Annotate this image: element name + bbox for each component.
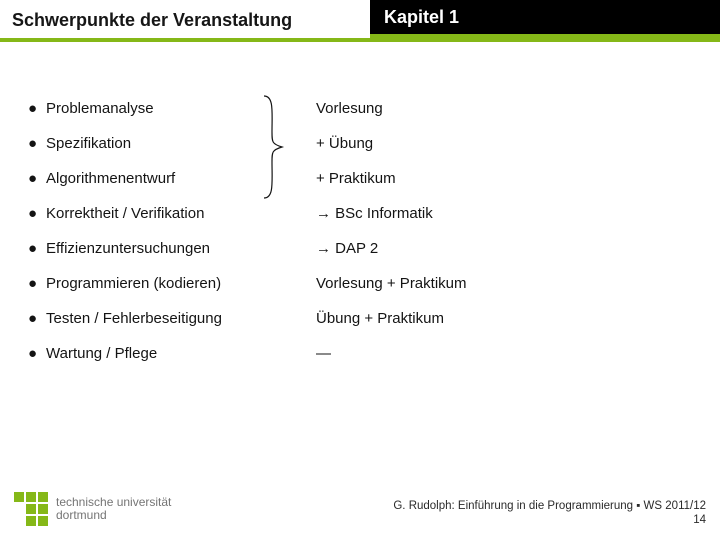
topic-text: Programmieren (kodieren): [46, 275, 316, 292]
note-text: → BSc Informatik: [316, 205, 692, 222]
list-item: ● Algorithmenentwurf + Praktikum: [28, 170, 692, 187]
note-text: → DAP 2: [316, 240, 692, 257]
tu-logo-icon: [14, 492, 48, 526]
footer-credit: G. Rudolph: Einführung in die Programmie…: [393, 500, 706, 526]
bullet-icon: ●: [28, 135, 46, 152]
bullet-icon: ●: [28, 100, 46, 117]
note-text: Übung + Praktikum: [316, 310, 692, 327]
list-item: ● Programmieren (kodieren) Vorlesung + P…: [28, 275, 692, 292]
slide-header: Schwerpunkte der Veranstaltung Kapitel 1: [0, 0, 720, 38]
topic-text: Algorithmenentwurf: [46, 170, 316, 187]
credit-prefix: G. Rudolph: Einführung in die Programmie…: [393, 500, 636, 512]
note-text: Vorlesung: [316, 100, 692, 117]
topic-text: Wartung / Pflege: [46, 345, 316, 362]
topic-text: Problemanalyse: [46, 100, 316, 117]
note-text: + Übung: [316, 135, 692, 152]
topic-text: Spezifikation: [46, 135, 316, 152]
header-underline: [0, 38, 720, 42]
credit-suffix: WS 2011/12: [640, 500, 706, 512]
bullet-icon: ●: [28, 240, 46, 257]
footer-logo: technische universität dortmund: [14, 492, 171, 526]
list-item: ● Effizienzuntersuchungen → DAP 2: [28, 240, 692, 257]
topic-text: Korrektheit / Verifikation: [46, 205, 316, 222]
university-name: technische universität dortmund: [56, 496, 171, 522]
bullet-icon: ●: [28, 205, 46, 222]
list-item: ● Wartung / Pflege —: [28, 345, 692, 362]
university-line2: dortmund: [56, 509, 171, 522]
topic-text: Testen / Fehlerbeseitigung: [46, 310, 316, 327]
list-item: ● Spezifikation + Übung: [28, 135, 692, 152]
note-text: Vorlesung + Praktikum: [316, 275, 692, 292]
topic-text: Effizienzuntersuchungen: [46, 240, 316, 257]
list-item: ● Korrektheit / Verifikation → BSc Infor…: [28, 205, 692, 222]
bullet-icon: ●: [28, 170, 46, 187]
note-text: —: [316, 345, 692, 362]
note-text: + Praktikum: [316, 170, 692, 187]
content-list: ● Problemanalyse Vorlesung ● Spezifikati…: [28, 100, 692, 380]
bullet-icon: ●: [28, 275, 46, 292]
slide-title: Schwerpunkte der Veranstaltung: [0, 3, 370, 38]
bullet-icon: ●: [28, 345, 46, 362]
slide-number: 14: [393, 514, 706, 526]
list-item: ● Problemanalyse Vorlesung: [28, 100, 692, 117]
bullet-icon: ●: [28, 310, 46, 327]
chapter-label: Kapitel 1: [370, 0, 720, 38]
list-item: ● Testen / Fehlerbeseitigung Übung + Pra…: [28, 310, 692, 327]
